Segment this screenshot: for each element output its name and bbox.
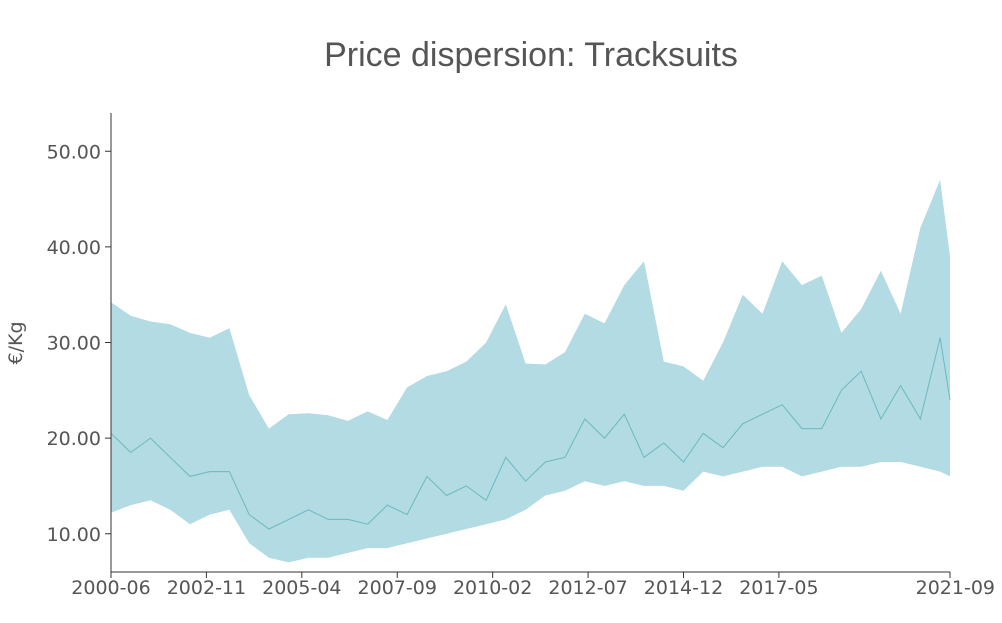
y-tick-label: 50.00 — [47, 141, 101, 163]
y-tick-label: 40.00 — [47, 237, 101, 259]
y-axis-title: €/Kg — [5, 321, 27, 364]
x-tick-label: 2005-04 — [262, 577, 341, 599]
dispersion-band — [111, 179, 950, 563]
x-tick-label: 2014-12 — [644, 577, 723, 599]
x-tick-label: 2017-05 — [739, 577, 818, 599]
y-tick-label: 10.00 — [47, 524, 101, 546]
x-tick-label: 2007-09 — [358, 577, 437, 599]
x-tick-label: 2002-11 — [167, 577, 246, 599]
median-line — [110, 337, 951, 530]
chart-title: Price dispersion: Tracksuits — [324, 36, 738, 74]
y-tick-label: 30.00 — [47, 333, 101, 355]
x-tick-label: 2012-07 — [548, 577, 627, 599]
x-tick-label: 2010-02 — [453, 577, 532, 599]
x-tick-label: 2000-06 — [71, 577, 150, 599]
x-tick-label: 2021-09 — [916, 577, 995, 599]
y-tick-label: 20.00 — [47, 428, 101, 450]
